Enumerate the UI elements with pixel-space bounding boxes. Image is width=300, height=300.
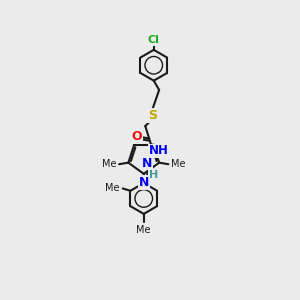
Text: Cl: Cl: [148, 35, 160, 45]
Text: Me: Me: [101, 159, 116, 169]
Text: H: H: [149, 170, 158, 180]
Text: Me: Me: [171, 159, 186, 169]
Text: Me: Me: [136, 225, 151, 236]
Text: N: N: [142, 157, 152, 169]
Text: O: O: [131, 130, 142, 143]
Text: N: N: [139, 176, 149, 189]
Text: S: S: [148, 109, 157, 122]
Text: NH: NH: [149, 144, 169, 157]
Text: Me: Me: [105, 183, 120, 193]
